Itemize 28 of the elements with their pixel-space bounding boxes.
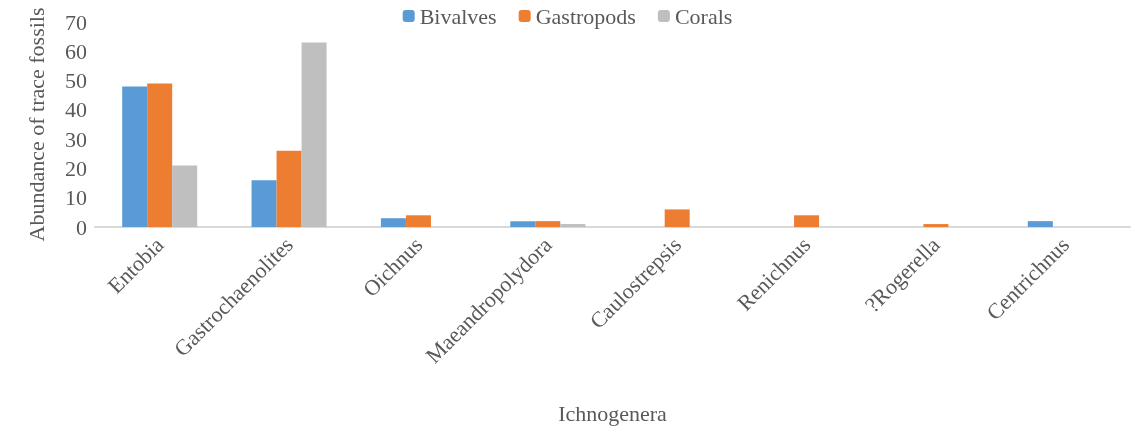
bar [794, 215, 820, 227]
y-tick-label: 10 [65, 185, 87, 211]
y-axis-title: Abundance of trace fossils [23, 7, 49, 242]
bar [1027, 221, 1053, 227]
y-tick-label: 0 [76, 214, 87, 240]
bar [122, 86, 148, 227]
legend-label: Gastropods [535, 3, 636, 29]
bar [251, 180, 277, 227]
bar [560, 224, 586, 227]
bar [405, 215, 431, 227]
bar [147, 83, 173, 227]
bar [172, 165, 198, 227]
y-tick-label: 50 [65, 68, 87, 94]
legend-label: Corals [674, 3, 733, 29]
bar [276, 150, 302, 227]
bar [923, 224, 949, 227]
bar [664, 209, 690, 227]
y-tick-label: 20 [65, 155, 87, 181]
y-tick-label: 30 [65, 126, 87, 152]
bar [510, 221, 536, 227]
bar [535, 221, 561, 227]
bar [380, 218, 406, 227]
x-axis-title: Ichnogenera [558, 400, 668, 426]
y-tick-label: 40 [65, 97, 87, 123]
y-tick-label: 60 [65, 38, 87, 64]
y-tick-label: 70 [65, 9, 87, 35]
legend-label: Bivalves [419, 3, 497, 29]
bar [301, 42, 327, 227]
